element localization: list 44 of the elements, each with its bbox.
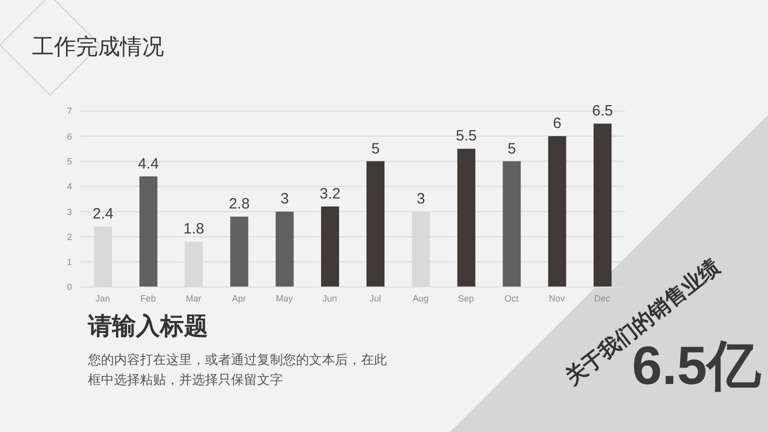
x-tick-label: Jun xyxy=(322,293,338,304)
y-tick-label: 5 xyxy=(66,156,72,166)
y-tick-label: 2 xyxy=(66,232,72,242)
x-tick-label: May xyxy=(276,293,294,304)
data-label: 5 xyxy=(371,140,380,158)
text: 您的内容打在这里，或者通过复制您的文本后，在此框中选择粘贴，并选择只保留文字 xyxy=(88,351,388,389)
bar xyxy=(230,216,248,287)
x-tick-label: Jul xyxy=(369,293,381,304)
bar xyxy=(139,176,158,287)
data-label: 5.5 xyxy=(456,128,477,145)
x-tick-label: Feb xyxy=(140,293,156,304)
data-label: 4.4 xyxy=(138,155,159,172)
text: 请输入标题 xyxy=(88,312,208,342)
bar xyxy=(366,161,384,287)
y-tick-label: 3 xyxy=(66,206,72,217)
x-tick-label: Mar xyxy=(186,293,202,304)
x-tick-label: Oct xyxy=(504,293,519,304)
data-label: 5 xyxy=(508,140,516,158)
data-label: 2.4 xyxy=(92,206,114,223)
data-label: 6 xyxy=(552,115,562,132)
bar xyxy=(502,161,521,287)
data-label: 1.8 xyxy=(183,220,204,238)
y-tick-label: 1 xyxy=(66,257,72,268)
y-tick-label: 7 xyxy=(66,106,72,116)
x-tick-label: Jan xyxy=(95,293,110,304)
bar xyxy=(457,148,476,287)
bar xyxy=(321,206,340,287)
x-tick-label: Aug xyxy=(412,293,429,304)
x-tick-label: Dec xyxy=(594,293,611,304)
y-tick-label: 4 xyxy=(66,182,72,192)
chart-title: 工作完成情况 xyxy=(32,33,164,61)
x-tick-label: Nov xyxy=(548,293,566,304)
y-tick-label: 0 xyxy=(66,282,72,292)
data-label: 3.2 xyxy=(320,186,341,203)
x-tick-label: Sep xyxy=(458,293,474,304)
data-label: 6.5 xyxy=(592,102,614,120)
bar xyxy=(548,136,566,287)
x-tick-label: Apr xyxy=(232,293,246,304)
data-label: 2.8 xyxy=(228,196,250,213)
y-tick-label: 6 xyxy=(66,131,72,142)
data-label: 3 xyxy=(416,190,426,208)
data-label: 3 xyxy=(280,190,289,208)
bar xyxy=(276,212,294,287)
bar xyxy=(594,124,612,287)
